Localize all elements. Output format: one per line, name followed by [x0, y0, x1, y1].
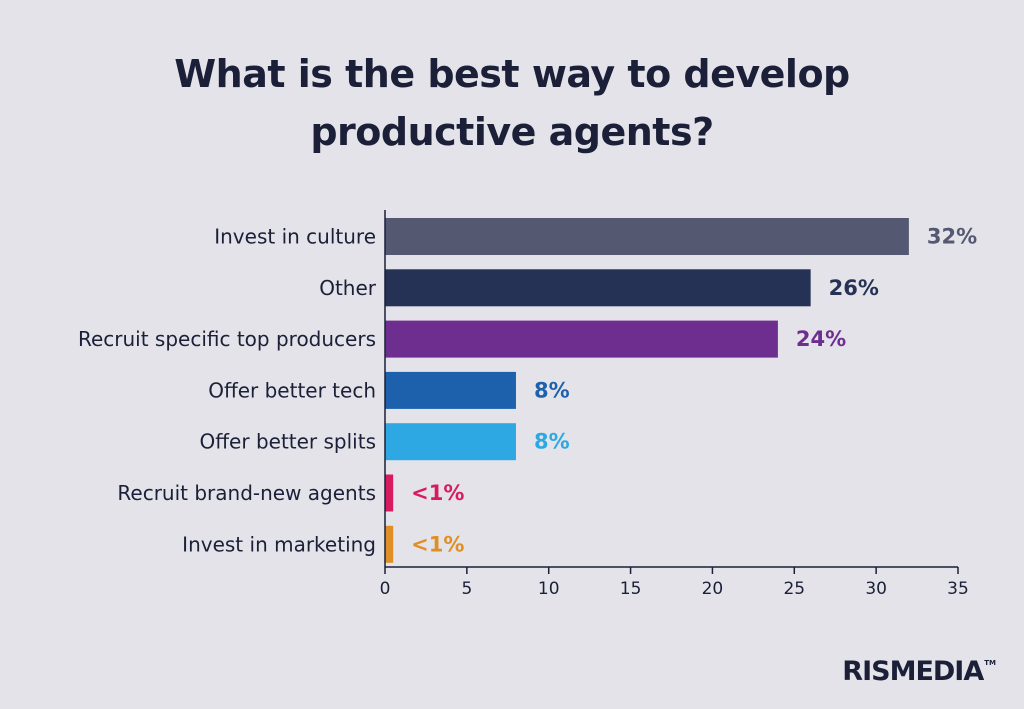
chart-title-line-2: productive agents?: [310, 110, 714, 154]
bar: [385, 320, 778, 358]
category-label: Other: [319, 276, 377, 300]
logo-text: RISMEDIA: [842, 656, 984, 687]
category-label: Invest in marketing: [182, 532, 376, 556]
x-axis: 0 5 10 15 20 25 30 35: [380, 210, 969, 599]
category-label: Invest in culture: [214, 225, 376, 249]
x-tick-label: 5: [461, 579, 472, 599]
chart-title: What is the best way to develop producti…: [0, 45, 1024, 161]
x-tick-label: 0: [380, 579, 391, 599]
x-tick-label: 35: [947, 579, 969, 599]
category-label: Recruit brand-new agents: [117, 481, 376, 505]
value-label: 32%: [927, 225, 977, 249]
value-label: 24%: [796, 327, 846, 351]
category-label: Offer better tech: [208, 378, 376, 402]
value-label: 8%: [534, 430, 570, 454]
category-label: Recruit specific top producers: [78, 327, 376, 351]
chart-title-line-1: What is the best way to develop: [174, 52, 850, 96]
value-label: <1%: [411, 532, 464, 556]
value-labels: 32% 26% 24% 8% 8% <1% <1%: [411, 225, 977, 557]
trademark-mark: TM: [984, 659, 996, 667]
rismedia-logo: RISMEDIATM: [842, 656, 996, 687]
bar: [385, 525, 394, 563]
value-label: 8%: [534, 378, 570, 402]
value-label: <1%: [411, 481, 464, 505]
bar: [385, 218, 909, 255]
x-tick-label: 15: [620, 579, 642, 599]
category-labels: Invest in culture Other Recruit specific t…: [78, 225, 377, 557]
bar: [385, 269, 811, 307]
bar: [385, 474, 394, 512]
x-tick-label: 30: [865, 579, 887, 599]
x-tick-label: 25: [783, 579, 805, 599]
x-tick-label: 20: [702, 579, 724, 599]
value-label: 26%: [829, 276, 879, 300]
category-label: Offer better splits: [200, 430, 376, 454]
bars-layer: [385, 218, 909, 563]
x-tick-label: 10: [538, 579, 560, 599]
bar: [385, 371, 516, 409]
bar: [385, 423, 516, 461]
